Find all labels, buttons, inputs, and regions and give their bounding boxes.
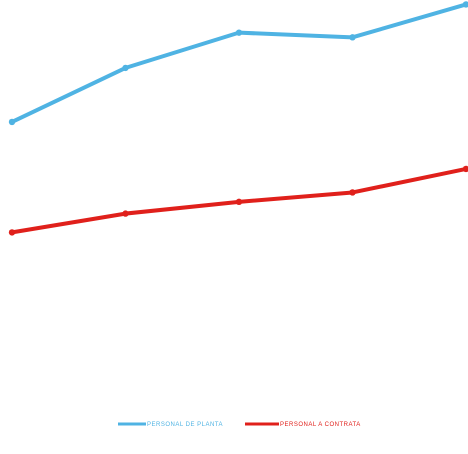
legend-item-planta: PERSONAL DE PLANTA — [118, 422, 223, 428]
data-point-contrata-2 — [122, 210, 129, 217]
data-point-contrata-3 — [235, 198, 243, 206]
data-point-planta-1 — [8, 118, 16, 126]
series-line-planta — [10, 2, 468, 124]
legend-item-contrata: PERSONAL A CONTRATA — [245, 422, 361, 428]
data-point-contrata-5 — [462, 165, 468, 173]
plot-area — [8, 1, 468, 236]
data-point-planta-5 — [462, 1, 468, 8]
data-point-contrata-1 — [8, 229, 16, 236]
data-point-planta-3 — [235, 29, 243, 36]
legend-label-planta: PERSONAL DE PLANTA — [147, 422, 223, 428]
data-point-planta-4 — [349, 34, 356, 41]
data-point-contrata-4 — [349, 189, 356, 196]
data-point-planta-2 — [122, 64, 129, 72]
legend-label-contrata: PERSONAL A CONTRATA — [280, 422, 361, 428]
legend: PERSONAL DE PLANTA PERSONAL A CONTRATA — [118, 422, 361, 428]
